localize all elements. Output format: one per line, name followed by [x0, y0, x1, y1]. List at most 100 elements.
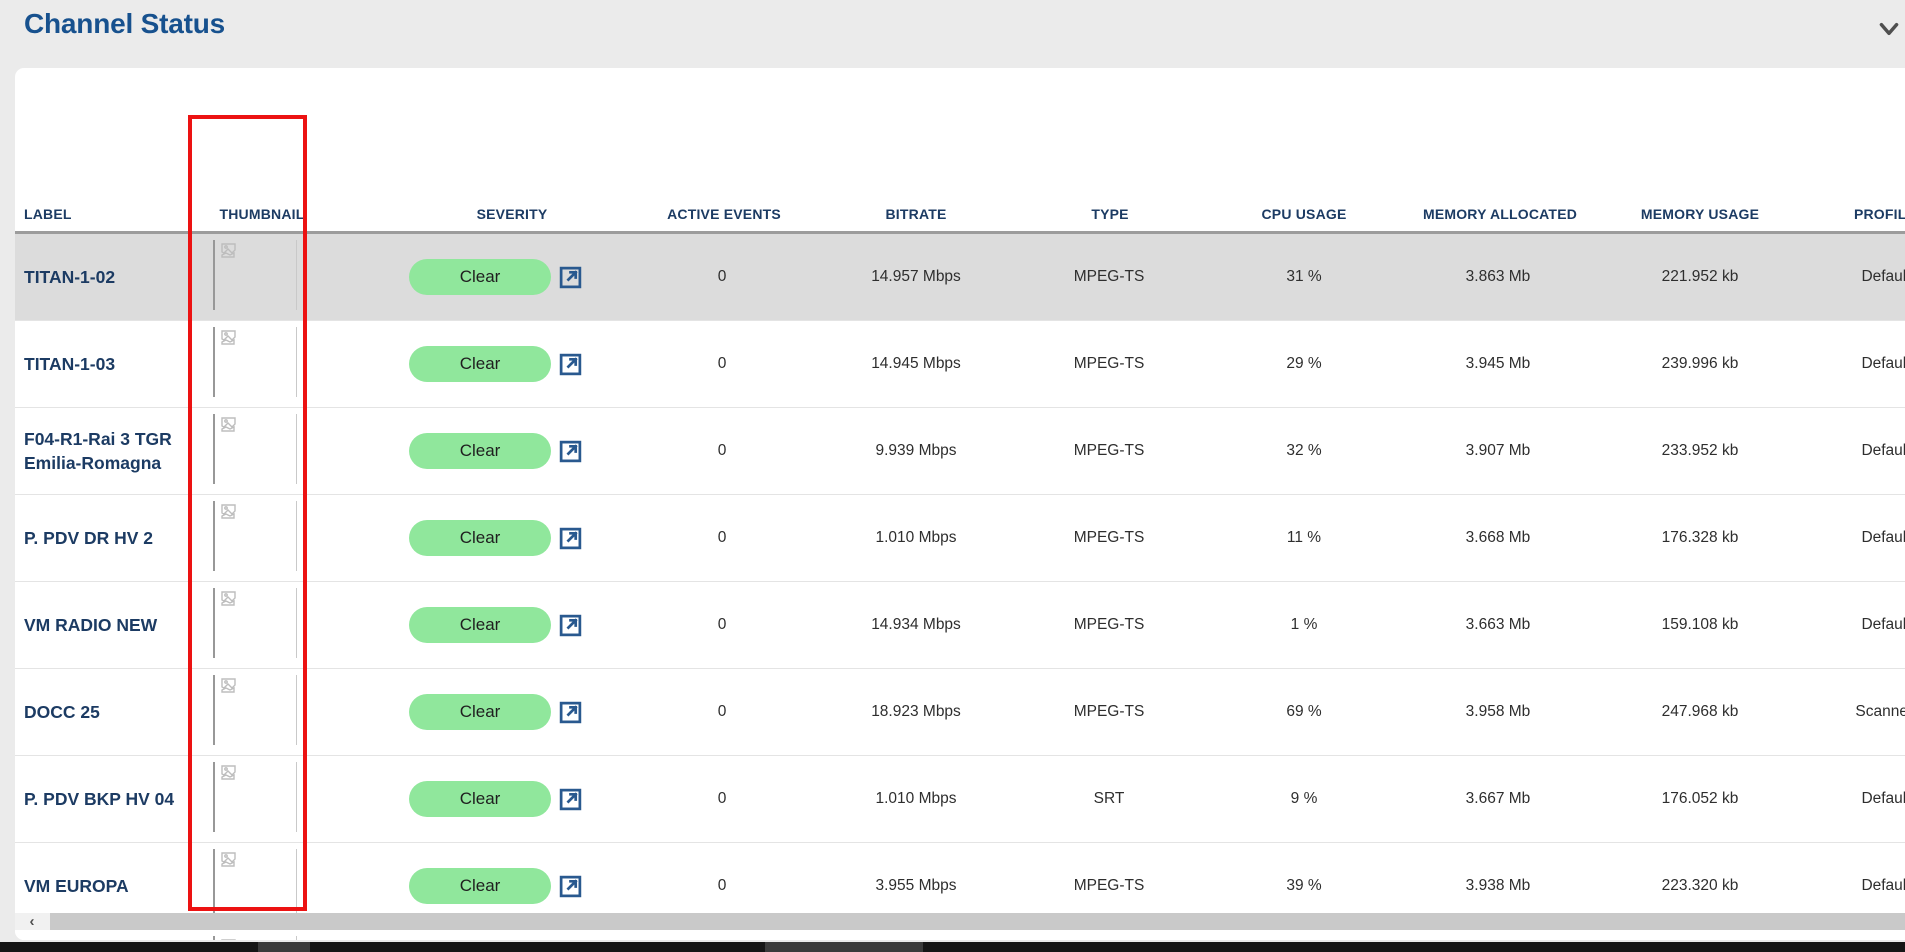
- bitrate-value: 1.010 Mbps: [875, 529, 957, 546]
- profile-value: Default: [1861, 877, 1905, 894]
- bitrate-value: 9.939 Mbps: [875, 442, 957, 459]
- table-row[interactable]: VM RADIO NEW Clear 0 14.934 Mbps MPEG-TS: [15, 582, 1905, 669]
- scroll-left-arrow-icon[interactable]: ‹: [15, 913, 49, 930]
- page-title: Channel Status: [24, 8, 226, 39]
- type-value: MPEG-TS: [1073, 616, 1145, 633]
- channel-label: VM EUROPA: [24, 876, 129, 896]
- external-link-icon[interactable]: [558, 439, 583, 464]
- active-events-value: 0: [717, 355, 727, 372]
- horizontal-scrollbar[interactable]: ‹: [15, 913, 1905, 930]
- memory-allocated-value: 3.907 Mb: [1465, 442, 1531, 459]
- column-header-cpu-usage: CPU USAGE: [1261, 206, 1347, 222]
- memory-allocated-value: 3.663 Mb: [1465, 616, 1531, 633]
- thumbnail-placeholder: [213, 849, 297, 919]
- table-row[interactable]: P. PDV BKP HV 04 Clear 0 1.010 Mbps SRT: [15, 756, 1905, 843]
- severity-cell: Clear: [409, 781, 583, 817]
- memory-usage-value: 221.952 kb: [1661, 268, 1739, 285]
- table-row[interactable]: P. PDV DR HV 2 Clear 0 1.010 Mbps MPEG-T…: [15, 495, 1905, 582]
- memory-usage-value: 176.328 kb: [1661, 529, 1739, 546]
- severity-cell: Clear: [409, 694, 583, 730]
- profile-value: Default: [1861, 790, 1905, 807]
- channel-label: TITAN-1-02: [24, 267, 116, 287]
- memory-usage-value: 233.952 kb: [1661, 442, 1739, 459]
- severity-cell: Clear: [409, 520, 583, 556]
- severity-clear-button[interactable]: Clear: [409, 433, 551, 469]
- profile-value: Scanned: [1855, 703, 1905, 720]
- bitrate-value: 14.934 Mbps: [871, 616, 961, 633]
- severity-clear-button[interactable]: Clear: [409, 520, 551, 556]
- horizontal-scrollbar-thumb[interactable]: [50, 913, 1905, 930]
- channel-label: DOCC 25: [24, 702, 100, 722]
- memory-usage-value: 159.108 kb: [1661, 616, 1739, 633]
- external-link-icon[interactable]: [558, 874, 583, 899]
- chevron-down-icon[interactable]: [1876, 18, 1902, 40]
- memory-allocated-value: 3.667 Mb: [1465, 790, 1531, 807]
- severity-cell: Clear: [409, 346, 583, 382]
- column-header-type: TYPE: [1091, 206, 1129, 222]
- channel-label: P. PDV DR HV 2: [24, 528, 154, 548]
- table-row[interactable]: DOCC 25 Clear 0 18.923 Mbps MPEG-TS 69: [15, 669, 1905, 756]
- severity-clear-button[interactable]: Clear: [409, 868, 551, 904]
- type-value: MPEG-TS: [1073, 703, 1145, 720]
- bottom-bar-segment: [258, 942, 310, 952]
- broken-image-icon: [220, 851, 240, 869]
- external-link-icon[interactable]: [558, 787, 583, 812]
- type-value: MPEG-TS: [1073, 877, 1145, 894]
- cpu-usage-value: 31 %: [1286, 268, 1322, 285]
- channel-label: P. PDV BKP HV 04: [24, 789, 175, 809]
- memory-allocated-value: 3.938 Mb: [1465, 877, 1531, 894]
- table-row[interactable]: TITAN-1-03 Clear 0 14.945 Mbps MPEG-TS: [15, 321, 1905, 408]
- active-events-value: 0: [717, 529, 727, 546]
- column-header-thumbnail: THUMBNAIL: [219, 206, 305, 222]
- external-link-icon[interactable]: [558, 265, 583, 290]
- channel-label: VM RADIO NEW: [24, 615, 158, 635]
- external-link-icon[interactable]: [558, 613, 583, 638]
- column-header-bitrate: BITRATE: [885, 206, 947, 222]
- memory-usage-value: 176.052 kb: [1661, 790, 1739, 807]
- column-header-memory-usage: MEMORY USAGE: [1640, 206, 1760, 222]
- column-header-profile: PROFILE: [1853, 206, 1905, 222]
- table-row[interactable]: TITAN-1-02 Clear 0 14.957 Mbps MPEG-TS: [15, 234, 1905, 321]
- broken-image-icon: [220, 242, 240, 260]
- bottom-edge-bar: [0, 942, 1905, 952]
- type-value: SRT: [1093, 790, 1125, 807]
- type-value: MPEG-TS: [1073, 268, 1145, 285]
- severity-clear-button[interactable]: Clear: [409, 607, 551, 643]
- type-value: MPEG-TS: [1073, 529, 1145, 546]
- memory-allocated-value: 3.945 Mb: [1465, 355, 1531, 372]
- column-header-memory-allocated: MEMORY ALLOCATED: [1422, 206, 1578, 222]
- severity-clear-button[interactable]: Clear: [409, 259, 551, 295]
- channel-status-table: LABEL THUMBNAIL SEVERITY ACTIVE EVENTS B…: [15, 68, 1905, 940]
- bitrate-value: 14.957 Mbps: [871, 268, 961, 285]
- severity-clear-button[interactable]: Clear: [409, 781, 551, 817]
- thumbnail-placeholder: [213, 501, 297, 571]
- profile-value: Default: [1861, 355, 1905, 372]
- cpu-usage-value: 29 %: [1286, 355, 1322, 372]
- broken-image-icon: [220, 938, 240, 940]
- thumbnail-placeholder: [213, 675, 297, 745]
- external-link-icon[interactable]: [558, 700, 583, 725]
- external-link-icon[interactable]: [558, 352, 583, 377]
- active-events-value: 0: [717, 877, 727, 894]
- active-events-value: 0: [717, 703, 727, 720]
- memory-allocated-value: 3.863 Mb: [1465, 268, 1531, 285]
- broken-image-icon: [220, 590, 240, 608]
- profile-value: Default: [1861, 442, 1905, 459]
- thumbnail-placeholder: [213, 327, 297, 397]
- external-link-icon[interactable]: [558, 526, 583, 551]
- table-body: TITAN-1-02 Clear 0 14.957 Mbps MPEG-TS: [15, 234, 1905, 940]
- active-events-value: 0: [717, 616, 727, 633]
- cpu-usage-value: 69 %: [1286, 703, 1322, 720]
- bitrate-value: 14.945 Mbps: [871, 355, 961, 372]
- thumbnail-placeholder: [213, 240, 297, 310]
- broken-image-icon: [220, 416, 240, 434]
- severity-clear-button[interactable]: Clear: [409, 694, 551, 730]
- active-events-value: 0: [717, 442, 727, 459]
- broken-image-icon: [220, 677, 240, 695]
- table-row[interactable]: VM AMERICA Clear 0 5.028 Mbps SRT 43 %: [15, 930, 1905, 940]
- severity-clear-button[interactable]: Clear: [409, 346, 551, 382]
- table-row[interactable]: F04-R1-Rai 3 TGR Emilia-Romagna Clear 0 …: [15, 408, 1905, 495]
- column-header-active-events: ACTIVE EVENTS: [667, 206, 781, 222]
- memory-usage-value: 223.320 kb: [1661, 877, 1739, 894]
- bottom-bar-segment: [765, 942, 923, 952]
